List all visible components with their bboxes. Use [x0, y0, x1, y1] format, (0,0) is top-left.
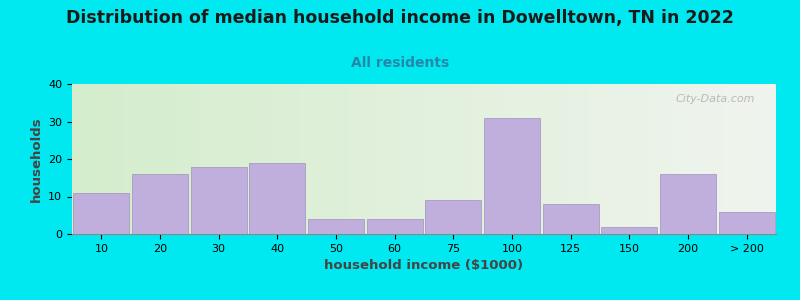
Bar — [308, 219, 364, 234]
Bar — [602, 226, 658, 234]
Y-axis label: households: households — [30, 116, 42, 202]
Text: City-Data.com: City-Data.com — [675, 94, 755, 104]
Bar — [484, 118, 540, 234]
Bar — [250, 163, 305, 234]
Bar — [719, 212, 774, 234]
X-axis label: household income ($1000): household income ($1000) — [325, 259, 523, 272]
Text: Distribution of median household income in Dowelltown, TN in 2022: Distribution of median household income … — [66, 9, 734, 27]
Bar — [543, 204, 598, 234]
Bar — [132, 174, 188, 234]
Bar — [74, 193, 129, 234]
Bar — [190, 167, 246, 234]
Bar — [660, 174, 716, 234]
Bar — [426, 200, 482, 234]
Text: All residents: All residents — [351, 56, 449, 70]
Bar — [366, 219, 422, 234]
